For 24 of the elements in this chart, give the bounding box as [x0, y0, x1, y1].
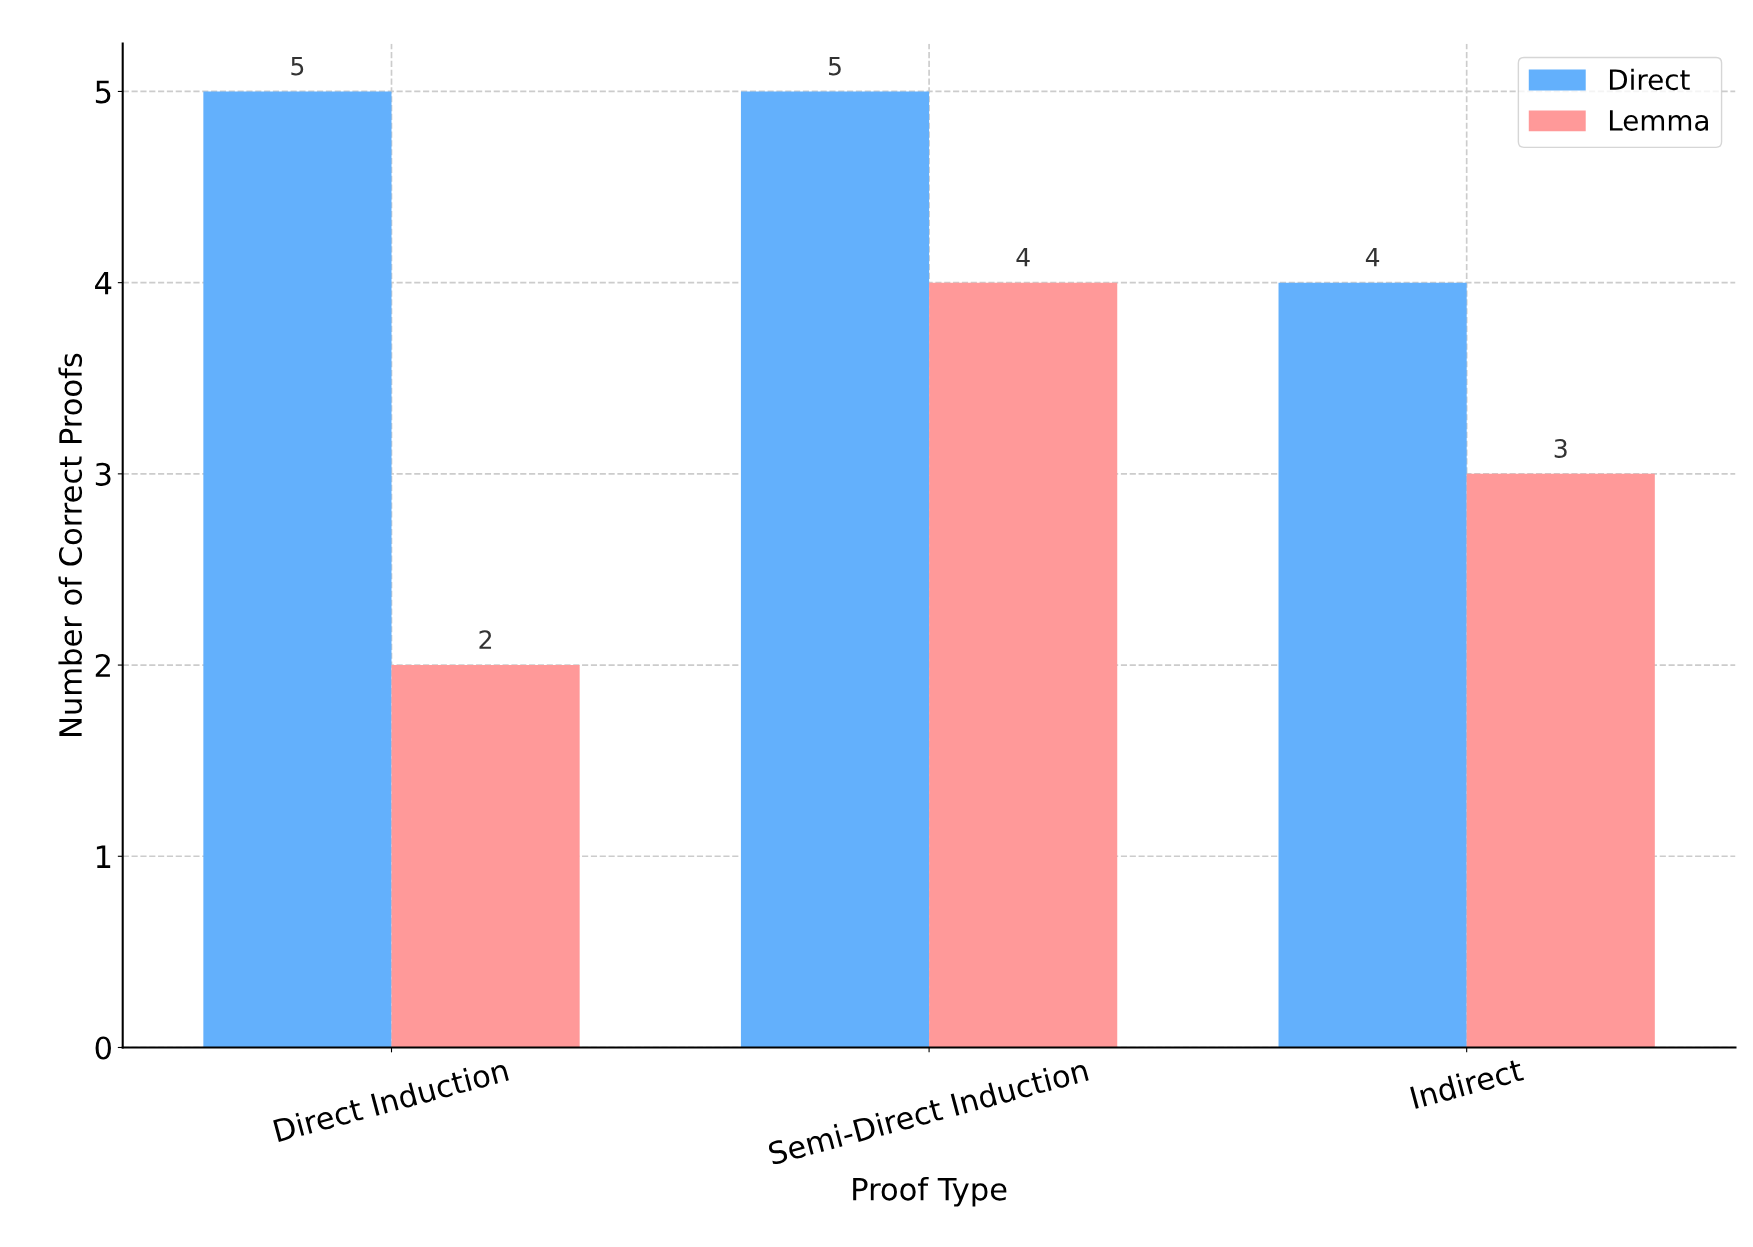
bar	[203, 91, 392, 1048]
y-axis-title: Number of Correct Proofs	[58, 353, 83, 736]
bar	[740, 91, 930, 1048]
x-tick-label: Indirect	[1409, 1057, 1525, 1110]
y-tick-label: 5	[95, 80, 111, 104]
data-label: 5	[828, 56, 841, 76]
legend-label: Lemma	[1609, 110, 1708, 131]
data-label: 4	[1016, 248, 1030, 267]
y-tick-label: 1	[96, 845, 111, 868]
y-tick-label: 4	[95, 271, 112, 295]
y-tick-label: 0	[95, 1036, 111, 1060]
x-axis-title: Proof Type	[853, 1177, 1007, 1207]
data-label: 4	[1365, 248, 1380, 267]
bar	[1278, 282, 1467, 1048]
data-label: 3	[1554, 438, 1567, 458]
bar	[929, 282, 1118, 1048]
y-tick-label: 3	[95, 462, 111, 486]
y-tick-label: 2	[95, 654, 110, 677]
bar	[1466, 473, 1655, 1048]
legend-label: Direct	[1609, 68, 1690, 91]
bar	[391, 665, 580, 1048]
data-label: 5	[291, 56, 304, 76]
x-tick-label: Direct Induction	[272, 1057, 509, 1143]
data-label: 2	[479, 630, 492, 649]
